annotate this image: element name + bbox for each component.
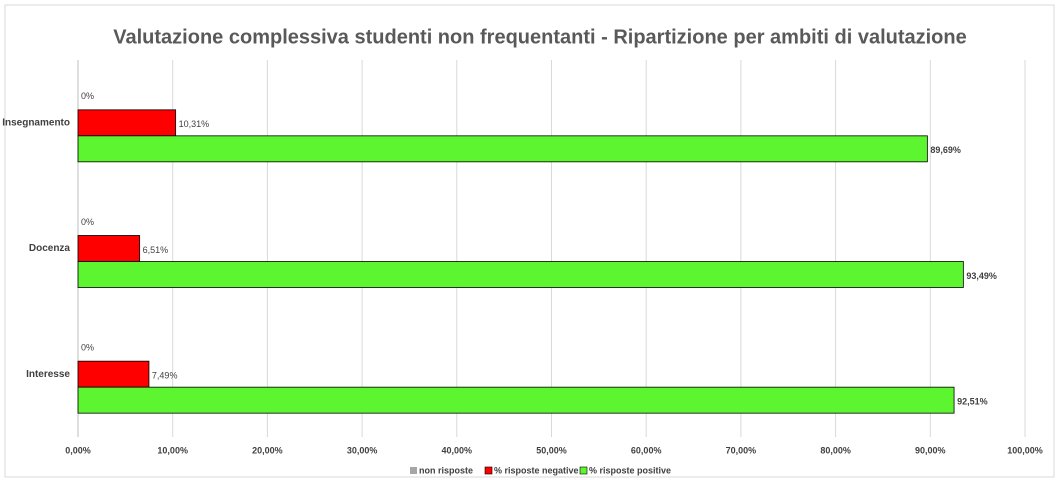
chart-title: Valutazione complessiva studenti non fre… — [113, 26, 966, 48]
x-tick-label: 20,00% — [252, 445, 283, 455]
x-tick-label: 100,00% — [1007, 445, 1043, 455]
y-tick-label: Insegnamento — [2, 117, 70, 128]
x-tick-label: 70,00% — [726, 445, 757, 455]
x-tick-label: 80,00% — [820, 445, 851, 455]
legend-swatch — [579, 466, 588, 475]
x-tick-label: 90,00% — [915, 445, 946, 455]
bar — [77, 261, 964, 288]
x-tick-label: 60,00% — [631, 445, 662, 455]
value-label: 0% — [81, 217, 94, 227]
x-tick-label: 40,00% — [442, 445, 473, 455]
value-label: 10,31% — [179, 119, 210, 129]
legend-swatch — [410, 467, 417, 474]
value-label: 0% — [81, 343, 94, 353]
x-tick-label: 30,00% — [347, 445, 378, 455]
x-tick-label: 10,00% — [157, 445, 188, 455]
value-label: 6,51% — [143, 245, 169, 255]
legend-swatch — [484, 466, 493, 475]
legend-label: non risposte — [419, 465, 473, 475]
x-tick-label: 50,00% — [536, 445, 567, 455]
bar — [77, 386, 955, 414]
value-label: 93,49% — [966, 271, 997, 281]
y-tick-label: Docenza — [29, 243, 71, 254]
x-tick-label: 0,00% — [65, 445, 91, 455]
bar — [77, 109, 177, 137]
value-label: 92,51% — [957, 397, 988, 407]
bar — [77, 235, 141, 262]
legend-label: % risposte negative — [494, 465, 579, 475]
bar — [77, 360, 150, 388]
value-label: 89,69% — [930, 145, 961, 155]
y-tick-label: Interesse — [26, 369, 70, 380]
value-label: 7,49% — [152, 371, 178, 381]
bar — [77, 135, 928, 163]
value-label: 0% — [81, 91, 94, 101]
legend-label: % risposte positive — [589, 465, 671, 475]
